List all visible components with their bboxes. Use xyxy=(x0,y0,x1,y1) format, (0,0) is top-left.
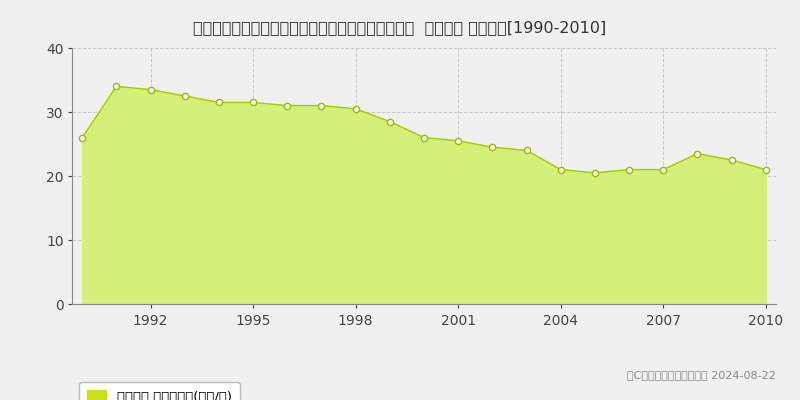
Text: 北海道札幌市厚別区大谷地西５丁目６７７番１００  地価公示 地価推移[1990-2010]: 北海道札幌市厚別区大谷地西５丁目６７７番１００ 地価公示 地価推移[1990-2… xyxy=(194,20,606,35)
Legend: 地価公示 平均坪単価(万円/坪): 地価公示 平均坪単価(万円/坪) xyxy=(78,382,240,400)
Text: （C）土地価格ドットコム 2024-08-22: （C）土地価格ドットコム 2024-08-22 xyxy=(627,370,776,380)
